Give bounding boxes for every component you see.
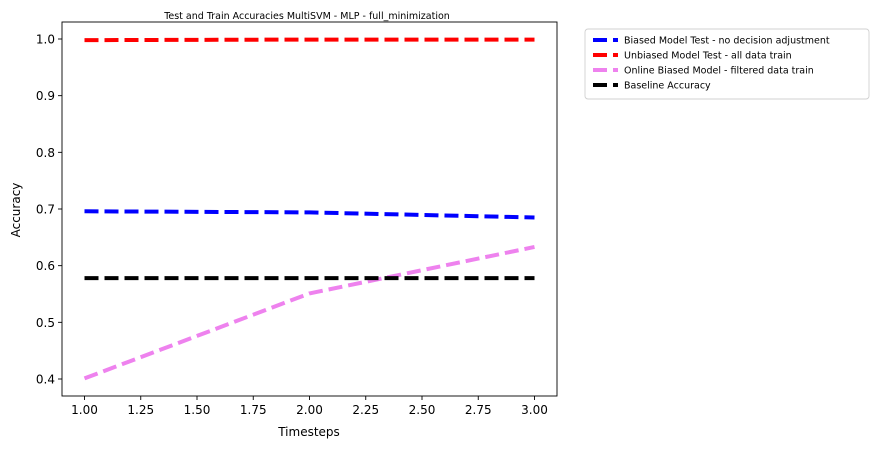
legend-label-3: Baseline Accuracy [624,81,711,92]
y-tick-label: 0.4 [36,373,55,387]
y-tick-label: 1.0 [36,33,55,47]
x-axis: 1.00 1.25 1.50 1.75 2.00 2.25 2.50 2.75 3.00 [71,396,548,417]
legend-label-1: Unbiased Model Test - all data train [624,51,792,62]
x-tick-label: 1.75 [240,403,267,417]
y-axis-label: Accuracy [9,183,23,238]
x-tick-label: 1.50 [184,403,211,417]
x-tick-label: 3.00 [521,403,548,417]
x-tick-label: 2.25 [352,403,379,417]
legend-frame [584,28,870,100]
series-line-1 [84,37,535,43]
series-line-0 [84,209,535,220]
legend: Biased Model Test - no decision adjustme… [584,28,870,100]
y-tick-label: 0.8 [36,146,55,160]
chart-title: Test and Train Accuracies MultiSVM - MLP… [163,11,450,22]
x-tick-label: 2.00 [296,403,323,417]
legend-label-0: Biased Model Test - no decision adjustme… [624,36,830,47]
series-line-2 [83,245,535,381]
y-axis: 0.4 0.5 0.6 0.7 0.8 0.9 1.0 [36,33,62,387]
x-tick-label: 2.50 [409,403,436,417]
legend-label-2: Online Biased Model - filtered data trai… [624,66,814,77]
y-tick-label: 0.7 [36,203,55,217]
x-tick-label: 1.25 [127,403,154,417]
x-axis-label: Timesteps [277,425,340,439]
x-tick-label: 2.75 [465,403,492,417]
y-tick-label: 0.9 [36,89,55,103]
y-tick-label: 0.5 [36,316,55,330]
plot-layer [83,37,535,381]
plot-frame [61,21,558,397]
y-tick-label: 0.6 [36,259,55,273]
x-tick-label: 1.00 [71,403,98,417]
